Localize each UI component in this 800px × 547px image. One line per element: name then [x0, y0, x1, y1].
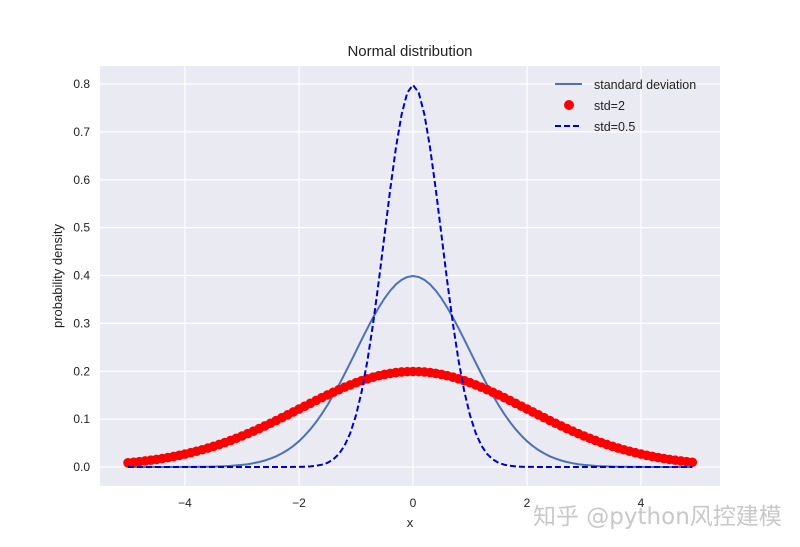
data-series	[123, 83, 698, 468]
x-tick-label: 2	[524, 496, 531, 510]
y-tick-label: 0.8	[73, 77, 90, 91]
y-tick-label: 0.7	[73, 125, 90, 139]
y-tick-label: 0.0	[73, 460, 90, 474]
x-tick-label: 0	[410, 496, 417, 510]
y-tick-labels: 0.0 0.1 0.2 0.3 0.4 0.5 0.6 0.7 0.8	[73, 77, 90, 474]
y-tick-label: 0.6	[73, 173, 90, 187]
legend-label-standard-deviation: standard deviation	[594, 78, 696, 92]
x-tick-labels: −4 −2 0 2 4	[178, 496, 645, 510]
y-axis-label: probability density	[50, 223, 65, 328]
y-tick-label: 0.1	[73, 412, 90, 426]
y-tick-label: 0.4	[73, 269, 90, 283]
x-tick-label: −4	[178, 496, 192, 510]
legend-label-std05: std=0.5	[594, 120, 635, 134]
y-tick-label: 0.3	[73, 316, 90, 330]
legend: standard deviation std=2 std=0.5	[555, 78, 696, 134]
series-std2-markers	[123, 366, 698, 468]
series-std05-line	[128, 83, 693, 468]
chart-title: Normal distribution	[347, 43, 472, 60]
x-tick-label: 4	[638, 496, 645, 510]
legend-label-std2: std=2	[594, 99, 625, 113]
y-tick-label: 0.2	[73, 364, 90, 378]
legend-red-dot-icon	[564, 100, 574, 110]
watermark: 知乎 @python风控建模	[533, 504, 782, 530]
x-tick-label: −2	[292, 496, 306, 510]
y-tick-label: 0.5	[73, 221, 90, 235]
x-axis-label: x	[407, 515, 414, 530]
